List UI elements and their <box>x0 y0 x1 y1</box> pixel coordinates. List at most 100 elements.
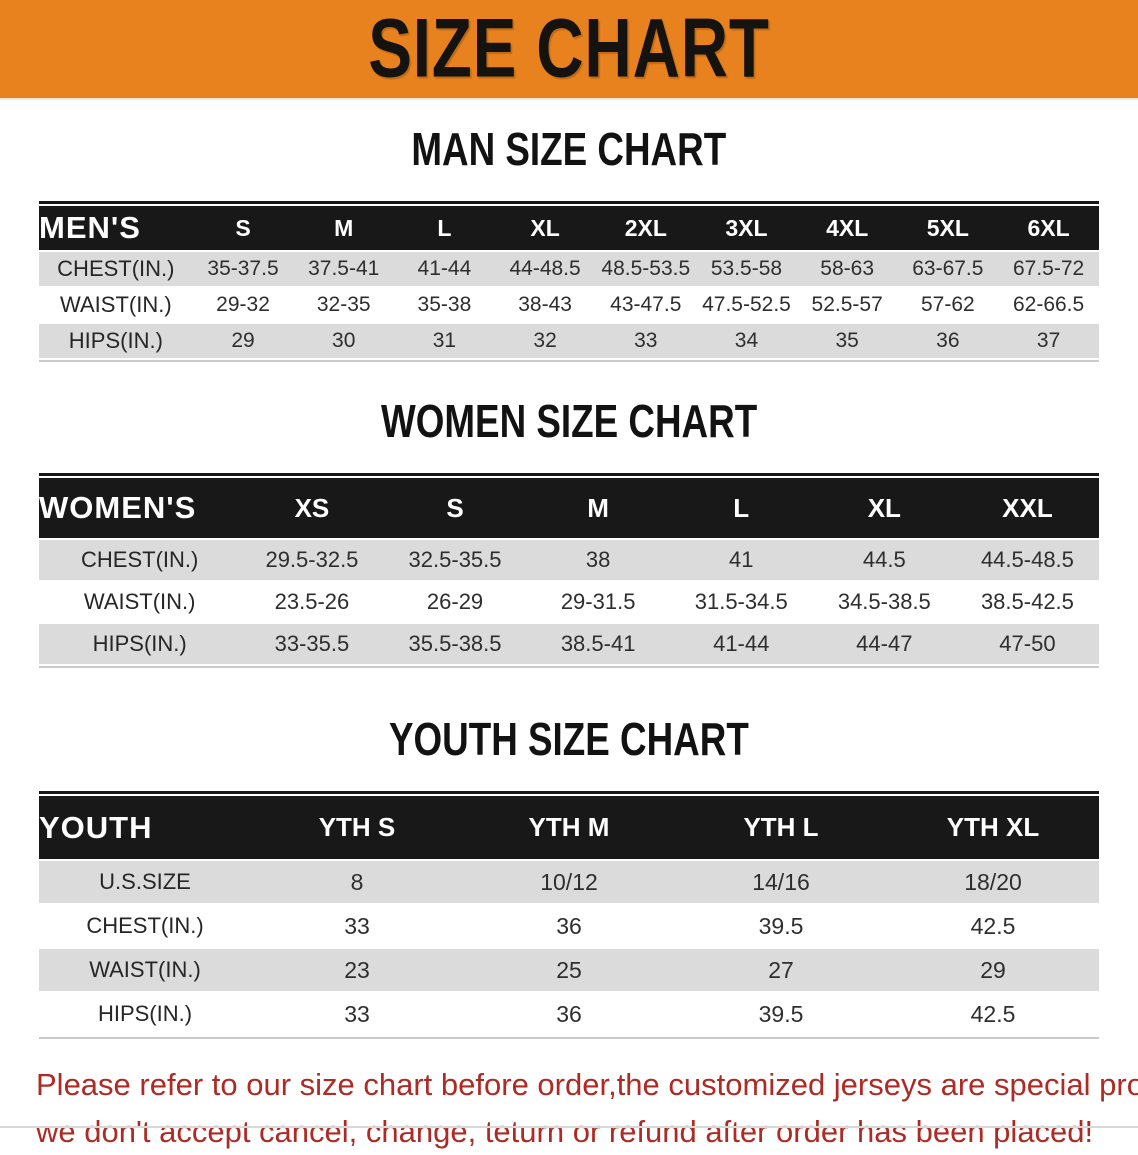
size-value-cell: 44-48.5 <box>494 252 596 286</box>
size-value-cell: 14/16 <box>675 861 887 903</box>
table-header-row: WOMEN'S XS S M L XL XXL <box>39 478 1099 538</box>
youth-section-heading-text: YOUTH SIZE CHART <box>389 713 749 765</box>
measurement-row: CHEST(IN.) 29.5-32.5 32.5-35.5 38 41 44.5 44.5… <box>39 540 1099 580</box>
women-size-table: WOMEN'S XS S M L XL XXL CHEST(IN.) 29.5-32.5 32.5… <box>39 473 1099 668</box>
men-size-table: MEN'S S M L XL 2XL 3XL 4XL 5XL 6XL CHEST(IN.) 35-37… <box>39 201 1099 362</box>
size-value-cell: 29-31.5 <box>526 582 670 622</box>
measurement-row: CHEST(IN.) 35-37.5 37.5-41 41-44 44-48.5 48.5… <box>39 252 1099 286</box>
size-value-cell: 29 <box>887 949 1099 991</box>
size-column-header: YTH L <box>675 796 887 859</box>
women-section-heading-text: WOMEN SIZE CHART <box>380 395 758 447</box>
size-value-cell: 43-47.5 <box>595 288 697 322</box>
measurement-row: HIPS(IN.) 33-35.5 35.5-38.5 38.5-41 41-44 44-… <box>39 624 1099 664</box>
size-value-cell: 27 <box>675 949 887 991</box>
size-column-header: XXL <box>955 478 1099 538</box>
row-label: WAIST(IN.) <box>39 582 241 622</box>
size-value-cell: 63-67.5 <box>897 252 999 286</box>
size-value-cell: 36 <box>463 993 675 1035</box>
size-value-cell: 23 <box>251 949 463 991</box>
size-value-cell: 32-35 <box>293 288 395 322</box>
size-value-cell: 41-44 <box>394 252 495 286</box>
size-column-header: M <box>293 206 395 250</box>
size-value-cell: 31.5-34.5 <box>669 582 813 622</box>
size-value-cell: 36 <box>463 905 675 947</box>
measurement-row: WAIST(IN.) 23 25 27 29 <box>39 949 1099 991</box>
size-value-cell: 32.5-35.5 <box>383 540 527 580</box>
youth-section-heading: YOUTH SIZE CHART <box>0 716 1138 771</box>
size-value-cell: 53.5-58 <box>696 252 797 286</box>
size-value-cell: 38.5-42.5 <box>955 582 1099 622</box>
row-label: U.S.SIZE <box>39 861 251 903</box>
size-value-cell: 35-37.5 <box>192 252 294 286</box>
row-label: WAIST(IN.) <box>39 949 251 991</box>
banner: SIZE CHART <box>0 0 1138 100</box>
size-value-cell: 47.5-52.5 <box>696 288 797 322</box>
table-header-row: YOUTH YTH S YTH M YTH L YTH XL <box>39 796 1099 859</box>
section-youth: YOUTH SIZE CHART YOUTH YTH S YTH M YTH L YTH… <box>0 716 1138 1039</box>
size-column-header: XL <box>494 206 596 250</box>
size-column-header: YTH M <box>463 796 675 859</box>
row-label: CHEST(IN.) <box>39 905 251 947</box>
size-value-cell: 29 <box>192 324 294 358</box>
table-title-cell: WOMEN'S <box>39 478 241 538</box>
size-value-cell: 33 <box>251 993 463 1035</box>
row-label: HIPS(IN.) <box>39 624 241 664</box>
women-section-heading: WOMEN SIZE CHART <box>0 398 1138 453</box>
size-value-cell: 34 <box>696 324 797 358</box>
men-section-heading-text: MAN SIZE CHART <box>411 123 727 175</box>
size-value-cell: 26-29 <box>383 582 527 622</box>
measurement-row: WAIST(IN.) 23.5-26 26-29 29-31.5 31.5-34.5 34… <box>39 582 1099 622</box>
table-header-row: MEN'S S M L XL 2XL 3XL 4XL 5XL 6XL <box>39 206 1099 250</box>
men-section-heading: MAN SIZE CHART <box>0 126 1138 181</box>
size-value-cell: 37.5-41 <box>293 252 395 286</box>
size-value-cell: 52.5-57 <box>796 288 898 322</box>
size-value-cell: 23.5-26 <box>240 582 384 622</box>
row-label: CHEST(IN.) <box>39 252 193 286</box>
youth-size-table: YOUTH YTH S YTH M YTH L YTH XL U.S.SIZE 8 10/12… <box>39 791 1099 1039</box>
measurement-row: HIPS(IN.) 33 36 39.5 42.5 <box>39 993 1099 1035</box>
size-column-header: M <box>526 478 670 538</box>
size-column-header: L <box>669 478 813 538</box>
size-value-cell: 41 <box>669 540 813 580</box>
size-value-cell: 33 <box>251 905 463 947</box>
size-value-cell: 67.5-72 <box>998 252 1099 286</box>
size-column-header: S <box>383 478 527 538</box>
size-value-cell: 48.5-53.5 <box>595 252 697 286</box>
page-title: SIZE CHART <box>368 2 770 95</box>
disclaimer: Please refer to our size chart before or… <box>0 1061 1138 1155</box>
measurement-row: WAIST(IN.) 29-32 32-35 35-38 38-43 43-47.5 47.… <box>39 288 1099 322</box>
size-value-cell: 29.5-32.5 <box>240 540 384 580</box>
size-value-cell: 33-35.5 <box>240 624 384 664</box>
size-value-cell: 44.5-48.5 <box>955 540 1099 580</box>
table-title-cell: MEN'S <box>39 206 193 250</box>
size-value-cell: 37 <box>998 324 1099 358</box>
size-value-cell: 34.5-38.5 <box>812 582 956 622</box>
size-value-cell: 38 <box>526 540 670 580</box>
size-value-cell: 18/20 <box>887 861 1099 903</box>
row-label: CHEST(IN.) <box>39 540 241 580</box>
size-column-header: 4XL <box>796 206 898 250</box>
size-column-header: 6XL <box>998 206 1099 250</box>
measurement-row: HIPS(IN.) 29 30 31 32 33 34 35 36 37 <box>39 324 1099 358</box>
size-column-header: YTH XL <box>887 796 1099 859</box>
size-value-cell: 35-38 <box>394 288 495 322</box>
size-value-cell: 35 <box>796 324 898 358</box>
size-value-cell: 38-43 <box>494 288 596 322</box>
size-value-cell: 39.5 <box>675 905 887 947</box>
measurement-row: CHEST(IN.) 33 36 39.5 42.5 <box>39 905 1099 947</box>
disclaimer-line-1: Please refer to our size chart before or… <box>36 1067 1138 1102</box>
size-column-header: YTH S <box>251 796 463 859</box>
size-value-cell: 31 <box>394 324 495 358</box>
size-value-cell: 47-50 <box>955 624 1099 664</box>
size-value-cell: 35.5-38.5 <box>383 624 527 664</box>
size-column-header: 5XL <box>897 206 999 250</box>
table-title-cell: YOUTH <box>39 796 251 859</box>
size-value-cell: 33 <box>595 324 697 358</box>
size-value-cell: 10/12 <box>463 861 675 903</box>
size-value-cell: 38.5-41 <box>526 624 670 664</box>
size-value-cell: 36 <box>897 324 999 358</box>
size-value-cell: 42.5 <box>887 905 1099 947</box>
measurement-row: U.S.SIZE 8 10/12 14/16 18/20 <box>39 861 1099 903</box>
size-column-header: L <box>394 206 495 250</box>
